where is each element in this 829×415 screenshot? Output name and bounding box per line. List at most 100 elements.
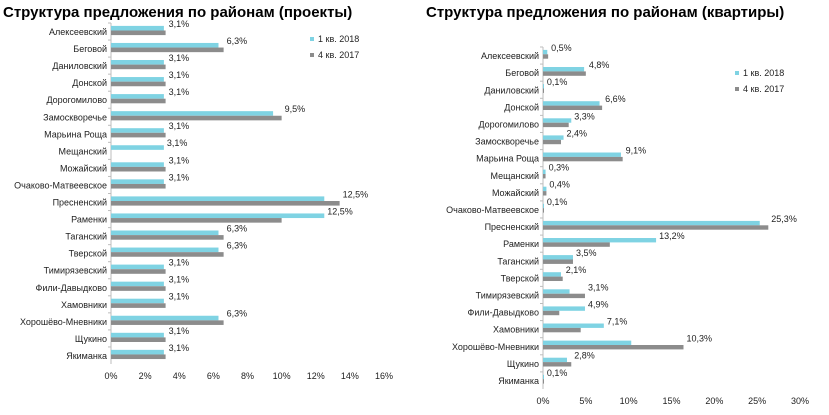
projects-x-tick-label: 2% xyxy=(139,371,152,381)
projects-x-tick-label: 6% xyxy=(207,371,220,381)
projects-category-label: Хамовники xyxy=(61,300,107,310)
projects-bar-q1-2018 xyxy=(111,25,164,31)
projects-bar-q4-2017 xyxy=(111,320,224,325)
projects-bar-q1-2018 xyxy=(111,111,274,116)
apartments-category-label: Марьина Роща xyxy=(476,154,539,164)
projects-bar-q1-2018 xyxy=(111,349,164,355)
apartments-data-label: 0,4% xyxy=(549,180,570,190)
apartments-bar-q4-2017 xyxy=(543,259,573,264)
apartments-x-tick-label: 10% xyxy=(620,396,638,406)
projects-x-tick-label: 16% xyxy=(375,371,393,381)
apartments-bar-q1-2018 xyxy=(543,289,570,294)
apartments-bar-q1-2018 xyxy=(543,135,564,140)
projects-data-label: 3,1% xyxy=(169,53,190,63)
apartments-legend-swatch xyxy=(735,71,739,75)
apartments-bar-q4-2017 xyxy=(543,310,560,316)
projects-category-label: Таганский xyxy=(65,232,107,242)
apartments-bar-q1-2018 xyxy=(543,203,544,209)
projects-legend-label: 1 кв. 2018 xyxy=(318,34,359,44)
apartments-bar-q1-2018 xyxy=(543,67,585,72)
projects-bar-q4-2017 xyxy=(111,337,166,342)
projects-data-label: 6,3% xyxy=(227,309,248,319)
projects-bar-q1-2018 xyxy=(111,128,164,133)
apartments-data-label: 3,5% xyxy=(576,248,597,258)
projects-bar-q1-2018 xyxy=(111,42,219,48)
projects-bar-q4-2017 xyxy=(111,30,166,36)
apartments-bar-q1-2018 xyxy=(543,272,561,277)
apartments-bar-q1-2018 xyxy=(543,84,544,89)
apartments-data-label: 0,1% xyxy=(547,77,568,87)
projects-data-label: 3,1% xyxy=(169,326,190,336)
projects-data-label: 3,1% xyxy=(169,258,190,268)
projects-bar-q1-2018 xyxy=(111,196,325,201)
apartments-category-label: Фили-Давыдково xyxy=(468,308,539,318)
projects-bar-q4-2017 xyxy=(111,200,340,206)
apartments-category-label: Беговой xyxy=(505,68,539,78)
projects-data-label: 3,1% xyxy=(169,87,190,97)
projects-x-tick-label: 8% xyxy=(241,371,254,381)
apartments-data-label: 7,1% xyxy=(607,317,628,327)
projects-bar-q1-2018 xyxy=(111,298,164,304)
projects-bar-q1-2018 xyxy=(111,162,164,167)
projects-data-label: 6,3% xyxy=(227,241,248,251)
apartments-bar-q4-2017 xyxy=(543,191,547,196)
projects-category-label: Мещанский xyxy=(59,146,107,156)
apartments-bar-q4-2017 xyxy=(543,105,603,111)
apartments-bar-q1-2018 xyxy=(543,374,544,380)
apartments-bar-q1-2018 xyxy=(543,152,621,157)
apartments-bar-q4-2017 xyxy=(543,379,544,384)
apartments-data-label: 3,1% xyxy=(588,282,609,292)
apartments-data-label: 2,1% xyxy=(566,265,587,275)
projects-bar-q4-2017 xyxy=(111,235,224,240)
apartments-legend-swatch xyxy=(735,87,739,91)
projects-bar-q1-2018 xyxy=(111,281,164,287)
apartments-legend-label: 4 кв. 2017 xyxy=(743,84,784,94)
apartments-data-label: 0,1% xyxy=(547,197,568,207)
apartments-category-label: Мещанский xyxy=(491,171,539,181)
projects-bar-q4-2017 xyxy=(111,218,282,223)
projects-data-label: 3,1% xyxy=(169,172,190,182)
projects-category-label: Беговой xyxy=(73,44,107,54)
apartments-category-label: Тверской xyxy=(501,273,539,283)
apartments-category-label: Очаково-Матвеевское xyxy=(446,205,539,215)
apartments-bar-q1-2018 xyxy=(543,220,760,226)
apartments-bar-q4-2017 xyxy=(543,208,544,213)
apartments-category-label: Замоскворечье xyxy=(475,137,539,147)
projects-bar-q4-2017 xyxy=(111,132,166,138)
projects-data-label: 3,1% xyxy=(169,155,190,165)
projects-data-label: 6,3% xyxy=(227,36,248,46)
apartments-bar-q1-2018 xyxy=(543,340,632,346)
apartments-category-label: Пресненский xyxy=(485,222,539,232)
projects-data-label: 3,1% xyxy=(169,275,190,285)
projects-bar-q4-2017 xyxy=(111,47,224,53)
projects-data-label: 3,1% xyxy=(169,292,190,302)
apartments-category-label: Хорошёво-Мневники xyxy=(452,342,539,352)
apartments-x-tick-label: 0% xyxy=(536,396,549,406)
apartments-x-tick-label: 25% xyxy=(748,396,766,406)
projects-legend-swatch xyxy=(310,53,314,57)
apartments-data-label: 4,9% xyxy=(588,299,609,309)
projects-bar-q4-2017 xyxy=(111,354,166,360)
projects-bar-q1-2018 xyxy=(111,213,325,219)
projects-category-label: Замоскворечье xyxy=(43,112,107,122)
apartments-data-label: 4,8% xyxy=(589,60,610,70)
apartments-category-label: Даниловский xyxy=(484,85,539,95)
apartments-data-label: 2,4% xyxy=(567,128,588,138)
apartments-bar-q4-2017 xyxy=(543,327,581,333)
apartments-category-label: Тимирязевский xyxy=(476,290,539,300)
projects-category-label: Хорошёво-Мневники xyxy=(20,317,107,327)
projects-category-label: Донской xyxy=(72,78,107,88)
projects-data-label: 3,1% xyxy=(169,70,190,80)
projects-x-tick-label: 4% xyxy=(173,371,186,381)
apartments-category-label: Раменки xyxy=(503,239,539,249)
projects-bar-q1-2018 xyxy=(111,264,164,270)
apartments-data-label: 25,3% xyxy=(771,214,797,224)
apartments-bar-q1-2018 xyxy=(543,238,657,243)
apartments-data-label: 9,1% xyxy=(626,146,647,156)
projects-legend-swatch xyxy=(310,37,314,41)
projects-bar-q4-2017 xyxy=(111,286,166,291)
apartments-legend-label: 1 кв. 2018 xyxy=(743,68,784,78)
chart-title-apartments: Структура предложения по районам (кварти… xyxy=(426,4,785,21)
